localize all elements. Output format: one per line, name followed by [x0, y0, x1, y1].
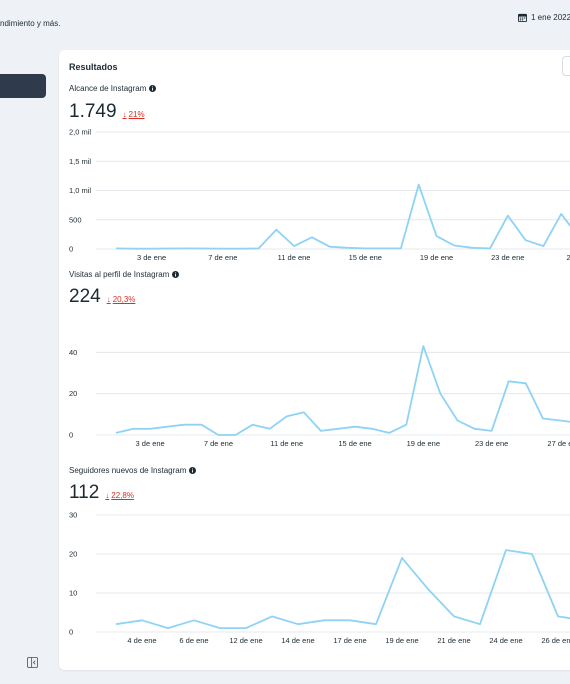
arrow-down-icon: ↓ [122, 110, 127, 119]
x-tick-label: 7 de ene [208, 253, 237, 262]
series-line [115, 345, 570, 436]
metric-label-reach: Alcance de Instagram [69, 84, 157, 93]
arrow-down-icon: ↓ [105, 491, 110, 500]
metric-change-text: 22,8% [111, 491, 134, 500]
visits-chart: 0 20 40 3 de ene 7 de ene 11 de ene 15 de ene 1… [69, 345, 570, 448]
y-tick-label: 20 [69, 550, 77, 559]
metric-change-text: 20,3% [112, 295, 136, 304]
metric-value-text: 1.749 [69, 101, 117, 122]
x-tick-label: 21 de ene [437, 636, 470, 645]
y-tick-label: 0 [69, 245, 73, 254]
metric-label-text: Alcance de Instagram [69, 84, 147, 93]
calendar-icon [518, 13, 527, 22]
metric-change-link[interactable]: ↓ 21% [123, 110, 145, 119]
metric-value-text: 224 [69, 286, 101, 307]
metric-change-link[interactable]: ↓ 22,8% [105, 491, 134, 500]
y-tick-label: 40 [69, 348, 77, 357]
reach-chart: 0 500 1,0 mil 1,5 mil 2,0 mil 3 de ene 7 de en… [69, 128, 570, 262]
series-line [115, 549, 570, 629]
x-tick-label: 14 de ene [281, 636, 314, 645]
x-tick-label: 15 de ene [349, 253, 382, 262]
x-tick-label: 27 de e [547, 439, 570, 448]
x-tick-label: 17 de ene [333, 636, 366, 645]
metric-value-visits: 224 ↓ 20,3% [69, 286, 135, 308]
collapse-sidebar-icon[interactable] [27, 657, 38, 668]
followers-chart: 0 10 20 30 4 de ene 6 de ene 12 de ene 14 de en… [69, 511, 570, 645]
metric-value-followers: 112 ↓ 22,8% [69, 482, 134, 504]
metric-label-visits: Visitas al perfil de Instagram [69, 270, 180, 279]
y-tick-label: 0 [69, 628, 73, 637]
info-icon[interactable] [149, 85, 157, 92]
y-tick-label: 30 [69, 511, 77, 520]
x-tick-label: 3 de ene [136, 439, 165, 448]
series-line [115, 183, 570, 250]
y-tick-label: 1,0 mil [69, 186, 91, 195]
metric-value-reach: 1.749 ↓ 21% [69, 101, 145, 123]
x-tick-label: 3 de ene [137, 253, 166, 262]
x-tick-label: 12 de ene [229, 636, 262, 645]
card-options-button[interactable] [562, 56, 570, 76]
y-tick-label: 1,5 mil [69, 157, 91, 166]
x-tick-label: 6 de ene [179, 636, 208, 645]
x-tick-label: 7 de ene [204, 439, 233, 448]
x-tick-label: 19 de ene [385, 636, 418, 645]
x-tick-label: 24 de ene [489, 636, 522, 645]
metric-label-text: Seguidores nuevos de Instagram [69, 466, 187, 475]
metric-change-link[interactable]: ↓ 20,3% [107, 295, 136, 304]
page-subtitle: ndimiento y más. [0, 19, 61, 28]
y-tick-label: 20 [69, 389, 77, 398]
sidebar-active-item[interactable] [0, 74, 46, 98]
x-tick-label: 15 de ene [338, 439, 371, 448]
x-tick-label: 11 de ene [270, 439, 303, 448]
x-tick-label: 19 de ene [420, 253, 453, 262]
metric-value-text: 112 [69, 482, 100, 503]
date-range-button[interactable]: 1 ene 2022 [518, 13, 570, 22]
y-tick-label: 2,0 mil [69, 128, 91, 137]
info-icon[interactable] [189, 467, 197, 474]
results-card: Resultados Alcance de Instagram 1.749 ↓ … [59, 50, 570, 670]
arrow-down-icon: ↓ [106, 295, 111, 304]
x-tick-label: 27 de e [566, 253, 570, 262]
x-tick-label: 23 de ene [475, 439, 508, 448]
x-tick-label: 23 de ene [491, 253, 524, 262]
x-tick-label: 26 de ene [541, 636, 570, 645]
metric-label-followers: Seguidores nuevos de Instagram [69, 466, 197, 475]
y-tick-label: 0 [69, 431, 73, 440]
x-tick-label: 4 de ene [127, 636, 156, 645]
y-tick-label: 10 [69, 589, 77, 598]
info-icon[interactable] [172, 271, 180, 278]
card-title: Resultados [69, 62, 118, 72]
metric-label-text: Visitas al perfil de Instagram [69, 270, 170, 279]
x-tick-label: 11 de ene [278, 253, 311, 262]
date-range-label: 1 ene 2022 [531, 13, 570, 22]
y-tick-label: 500 [69, 215, 82, 224]
x-tick-label: 19 de ene [407, 439, 440, 448]
metric-change-text: 21% [128, 110, 145, 119]
